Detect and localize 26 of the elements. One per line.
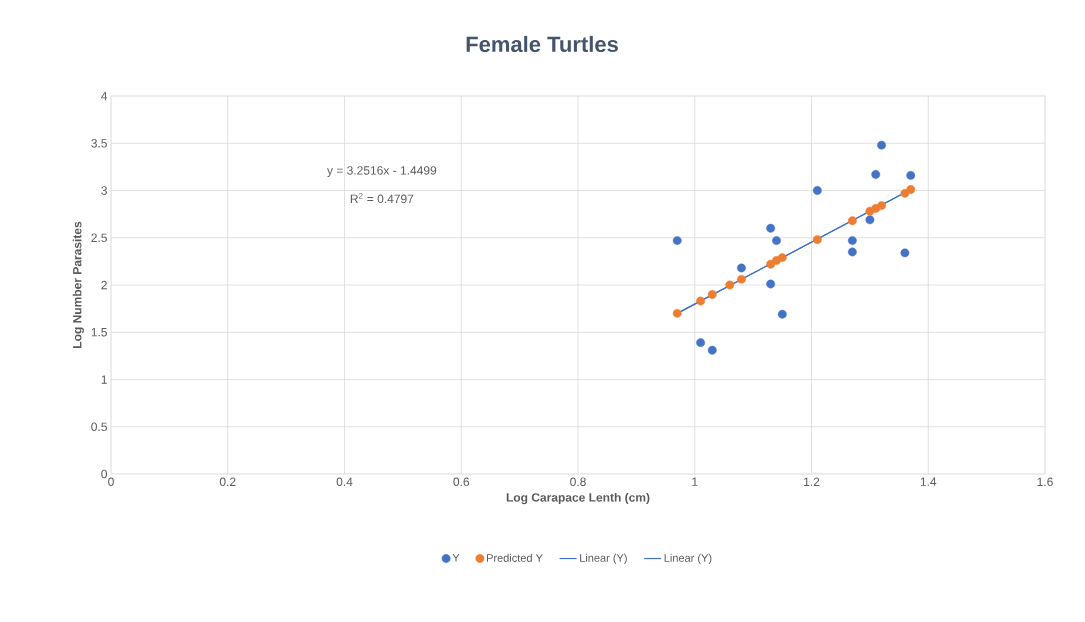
x-tick-label: 1.2 bbox=[804, 477, 820, 486]
annotation: R$^{2}$ = 0.4797 bbox=[350, 193, 414, 204]
x-tick-label: 1.6 bbox=[1037, 477, 1053, 487]
y-tick-label: 1 bbox=[101, 375, 107, 384]
x-tick-label: 0.8 bbox=[570, 477, 586, 487]
y-tick-label: 0.5 bbox=[91, 422, 107, 431]
x-tick-label: 0.6 bbox=[453, 477, 470, 487]
y-tick-label: 2.5 bbox=[91, 233, 107, 242]
y-tick-label: 4 bbox=[101, 91, 108, 101]
x-tick-label: 1 bbox=[692, 477, 698, 486]
x-axis-title: Log Carapace Lenth (cm) bbox=[506, 492, 650, 505]
y-axis-title: Log Number Parasites bbox=[72, 221, 84, 348]
legend-label: Linear (Y) bbox=[580, 553, 627, 565]
y-tick-label: 3.5 bbox=[91, 139, 107, 148]
legend-label: Y bbox=[452, 554, 460, 562]
y-tick-label: 2 bbox=[101, 280, 107, 290]
legend-label: Predicted Y bbox=[486, 553, 543, 562]
x-tick-label: 0.4 bbox=[336, 477, 353, 487]
legend-label: Linear (Y) bbox=[664, 553, 712, 565]
y-tick-label: 3 bbox=[101, 186, 107, 195]
y-tick-label: 0 bbox=[101, 469, 108, 479]
annotation: y = 3.2516x - 1.4499 bbox=[327, 166, 437, 178]
y-tick-label: 1.5 bbox=[91, 328, 107, 337]
x-tick-label: 1.4 bbox=[920, 477, 937, 486]
x-tick-label: 0.2 bbox=[219, 477, 236, 487]
chart-title: Female Turtles bbox=[466, 35, 618, 53]
